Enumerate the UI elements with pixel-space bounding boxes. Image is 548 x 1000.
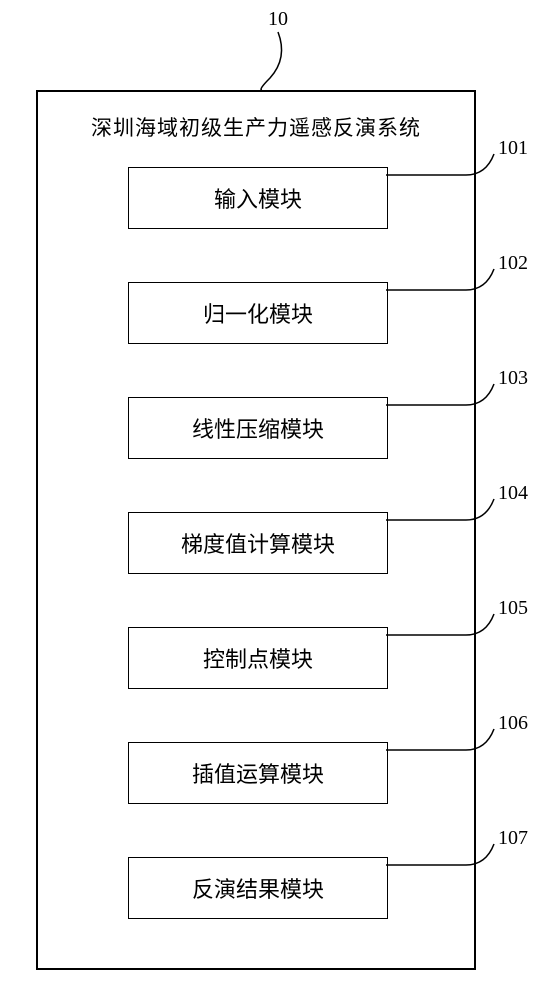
module-number: 104 (498, 482, 528, 505)
module-number: 102 (498, 252, 528, 275)
module-label: 梯度值计算模块 (181, 527, 335, 559)
module-box: 梯度值计算模块 (128, 512, 388, 574)
module-box: 插值运算模块 (128, 742, 388, 804)
module-label: 线性压缩模块 (192, 412, 324, 444)
module-box: 线性压缩模块 (128, 397, 388, 459)
module-label: 插值运算模块 (192, 757, 324, 789)
module-box: 反演结果模块 (128, 857, 388, 919)
module-number: 107 (498, 827, 528, 850)
module-label: 输入模块 (214, 182, 302, 214)
module-number: 101 (498, 137, 528, 160)
module-box: 归一化模块 (128, 282, 388, 344)
module-box: 输入模块 (128, 167, 388, 229)
module-box: 控制点模块 (128, 627, 388, 689)
module-number: 103 (498, 367, 528, 390)
module-label: 归一化模块 (203, 297, 313, 329)
module-label: 反演结果模块 (192, 872, 324, 904)
module-label: 控制点模块 (203, 642, 313, 674)
module-number: 106 (498, 712, 528, 735)
system-title: 深圳海域初级生产力遥感反演系统 (38, 112, 474, 142)
module-number: 105 (498, 597, 528, 620)
